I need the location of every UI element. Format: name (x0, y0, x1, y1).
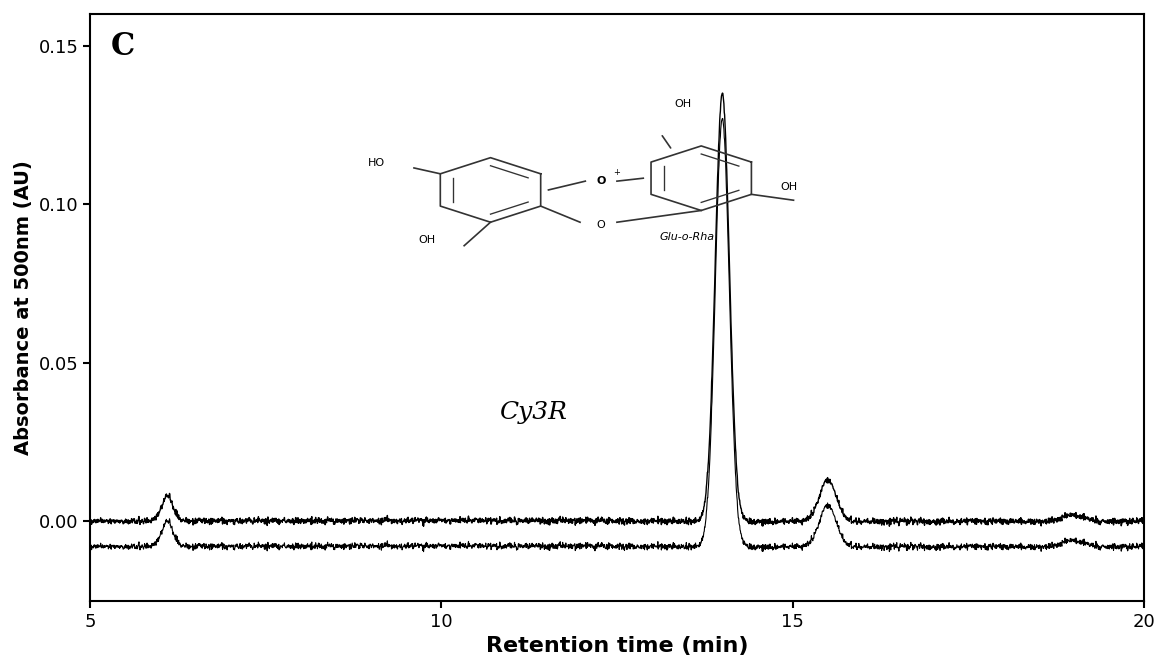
Text: OH: OH (419, 234, 436, 245)
Text: OH: OH (675, 99, 691, 109)
Text: C: C (111, 31, 136, 62)
Text: Cy3R: Cy3R (499, 401, 567, 425)
Text: HO: HO (368, 159, 385, 168)
Text: Glu-o-Rha: Glu-o-Rha (659, 232, 714, 242)
X-axis label: Retention time (min): Retention time (min) (485, 636, 748, 656)
Y-axis label: Absorbance at 500nm (AU): Absorbance at 500nm (AU) (14, 160, 33, 455)
Text: OH: OH (780, 182, 797, 192)
Text: +: + (614, 168, 621, 178)
Text: O: O (596, 220, 606, 230)
Text: O: O (596, 176, 606, 186)
